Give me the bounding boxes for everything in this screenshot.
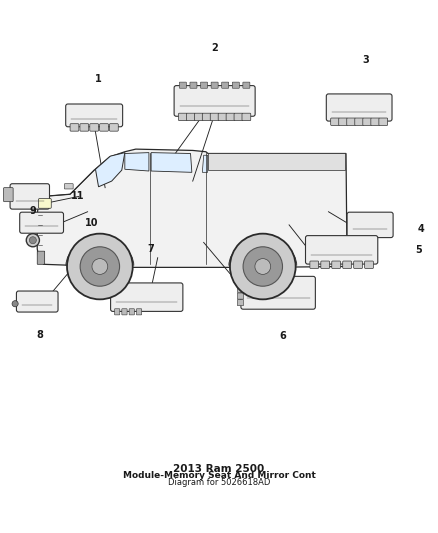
- Text: 6: 6: [279, 331, 286, 341]
- FancyBboxPatch shape: [237, 280, 244, 286]
- FancyBboxPatch shape: [178, 113, 187, 120]
- Circle shape: [12, 301, 18, 307]
- FancyBboxPatch shape: [110, 283, 183, 311]
- FancyBboxPatch shape: [64, 184, 73, 189]
- FancyBboxPatch shape: [122, 309, 127, 315]
- FancyBboxPatch shape: [174, 86, 255, 116]
- FancyBboxPatch shape: [332, 261, 341, 269]
- Circle shape: [230, 233, 296, 300]
- Text: 9: 9: [29, 206, 36, 216]
- FancyBboxPatch shape: [115, 309, 120, 315]
- Text: 11: 11: [71, 191, 85, 201]
- Polygon shape: [125, 152, 149, 171]
- Text: 10: 10: [85, 217, 99, 228]
- FancyBboxPatch shape: [242, 113, 251, 120]
- Text: 5: 5: [415, 245, 422, 255]
- Text: 4: 4: [417, 224, 424, 235]
- FancyBboxPatch shape: [339, 118, 347, 125]
- Circle shape: [26, 233, 39, 247]
- Circle shape: [80, 247, 120, 286]
- FancyBboxPatch shape: [237, 293, 244, 299]
- FancyBboxPatch shape: [371, 118, 380, 125]
- FancyBboxPatch shape: [226, 113, 235, 120]
- Circle shape: [255, 259, 271, 274]
- FancyBboxPatch shape: [4, 188, 13, 201]
- FancyBboxPatch shape: [10, 184, 49, 209]
- FancyBboxPatch shape: [137, 309, 142, 315]
- FancyBboxPatch shape: [70, 124, 79, 131]
- FancyBboxPatch shape: [379, 118, 388, 125]
- FancyBboxPatch shape: [66, 104, 123, 127]
- FancyBboxPatch shape: [347, 118, 356, 125]
- Text: 3: 3: [362, 54, 369, 64]
- Polygon shape: [95, 152, 125, 187]
- Text: 7: 7: [148, 244, 155, 254]
- FancyBboxPatch shape: [180, 82, 187, 88]
- FancyBboxPatch shape: [241, 276, 315, 309]
- FancyBboxPatch shape: [331, 118, 339, 125]
- Text: 1: 1: [95, 74, 102, 84]
- Circle shape: [92, 259, 108, 274]
- FancyBboxPatch shape: [17, 291, 58, 312]
- FancyBboxPatch shape: [194, 113, 203, 120]
- FancyBboxPatch shape: [310, 261, 319, 269]
- FancyBboxPatch shape: [326, 94, 392, 121]
- FancyBboxPatch shape: [20, 212, 64, 233]
- FancyBboxPatch shape: [37, 251, 45, 264]
- FancyBboxPatch shape: [187, 113, 195, 120]
- Circle shape: [29, 237, 36, 244]
- FancyBboxPatch shape: [305, 236, 378, 264]
- FancyBboxPatch shape: [237, 300, 244, 306]
- FancyBboxPatch shape: [218, 113, 227, 120]
- FancyBboxPatch shape: [354, 261, 362, 269]
- Text: 2013 Ram 2500: 2013 Ram 2500: [173, 464, 265, 474]
- FancyBboxPatch shape: [234, 113, 243, 120]
- FancyBboxPatch shape: [347, 212, 393, 238]
- FancyBboxPatch shape: [363, 118, 371, 125]
- Circle shape: [67, 233, 133, 300]
- FancyBboxPatch shape: [364, 261, 373, 269]
- FancyBboxPatch shape: [39, 199, 51, 208]
- Text: Module-Memory Seat And Mirror Cont: Module-Memory Seat And Mirror Cont: [123, 471, 315, 480]
- FancyBboxPatch shape: [222, 82, 229, 88]
- Text: 2: 2: [211, 43, 218, 53]
- FancyBboxPatch shape: [202, 113, 211, 120]
- Polygon shape: [37, 149, 347, 268]
- FancyBboxPatch shape: [80, 124, 88, 131]
- FancyBboxPatch shape: [201, 82, 208, 88]
- FancyBboxPatch shape: [355, 118, 364, 125]
- Text: 8: 8: [36, 329, 43, 340]
- Polygon shape: [151, 152, 192, 172]
- Polygon shape: [202, 155, 208, 172]
- FancyBboxPatch shape: [237, 286, 244, 293]
- FancyBboxPatch shape: [210, 113, 219, 120]
- Polygon shape: [208, 152, 345, 170]
- Circle shape: [243, 247, 283, 286]
- FancyBboxPatch shape: [190, 82, 197, 88]
- FancyBboxPatch shape: [343, 261, 351, 269]
- Text: Diagram for 5026618AD: Diagram for 5026618AD: [168, 478, 270, 487]
- FancyBboxPatch shape: [99, 124, 108, 131]
- FancyBboxPatch shape: [129, 309, 134, 315]
- FancyBboxPatch shape: [232, 82, 239, 88]
- FancyBboxPatch shape: [243, 82, 250, 88]
- FancyBboxPatch shape: [110, 124, 118, 131]
- FancyBboxPatch shape: [90, 124, 99, 131]
- FancyBboxPatch shape: [321, 261, 330, 269]
- FancyBboxPatch shape: [211, 82, 218, 88]
